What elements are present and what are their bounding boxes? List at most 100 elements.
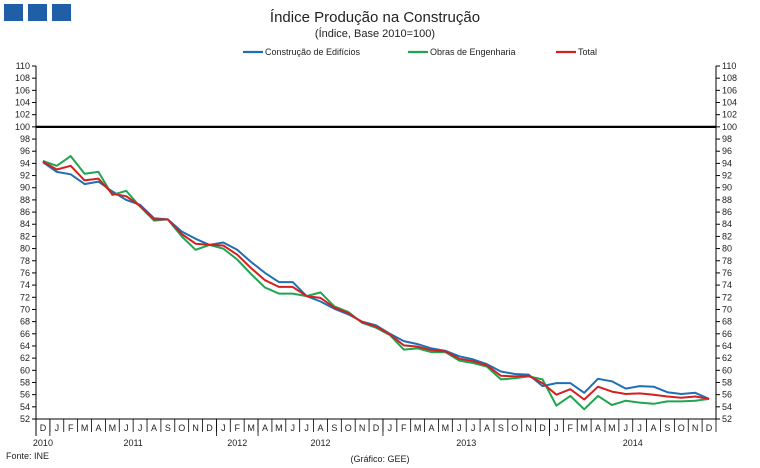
- y-tick-label-left: 66: [20, 329, 30, 339]
- y-tick-label-right: 108: [722, 73, 737, 83]
- y-tick-label-left: 100: [15, 122, 30, 132]
- month-label: A: [151, 423, 157, 433]
- month-label: N: [192, 423, 199, 433]
- month-label: N: [692, 423, 699, 433]
- month-label: J: [55, 423, 60, 433]
- y-tick-label-right: 98: [722, 134, 732, 144]
- y-tick-label-right: 52: [722, 414, 732, 424]
- month-label: M: [275, 423, 283, 433]
- source-note: Fonte: INE: [6, 451, 49, 461]
- month-label: S: [165, 423, 171, 433]
- month-label: D: [40, 423, 47, 433]
- y-tick-label-left: 104: [15, 98, 30, 108]
- y-tick-label-right: 94: [722, 158, 732, 168]
- month-label: M: [580, 423, 588, 433]
- y-tick-label-right: 92: [722, 171, 732, 181]
- gee-logo: [4, 4, 71, 21]
- y-tick-label-left: 54: [20, 402, 30, 412]
- y-tick-label-right: 58: [722, 377, 732, 387]
- y-tick-label-left: 80: [20, 244, 30, 254]
- month-label: J: [221, 423, 226, 433]
- y-tick-label-right: 110: [722, 61, 736, 71]
- y-tick-label-left: 76: [20, 268, 30, 278]
- month-label: J: [624, 423, 629, 433]
- year-label: 2012: [227, 438, 247, 448]
- y-tick-label-right: 66: [722, 329, 732, 339]
- month-label: M: [414, 423, 422, 433]
- month-label: A: [317, 423, 323, 433]
- month-label: D: [206, 423, 213, 433]
- month-label: J: [388, 423, 393, 433]
- month-label: J: [637, 423, 642, 433]
- y-tick-label-left: 56: [20, 390, 30, 400]
- y-tick-label-left: 52: [20, 414, 30, 424]
- month-label: J: [457, 423, 462, 433]
- month-label: D: [539, 423, 546, 433]
- y-tick-label-left: 106: [15, 85, 30, 95]
- year-label: 2011: [123, 438, 142, 448]
- y-tick-label-right: 74: [722, 280, 732, 290]
- month-label: O: [178, 423, 185, 433]
- y-tick-label-right: 86: [722, 207, 732, 217]
- y-tick-label-right: 84: [722, 219, 732, 229]
- year-label: 2014: [623, 438, 643, 448]
- month-label: D: [373, 423, 380, 433]
- month-label: A: [595, 423, 601, 433]
- y-tick-label-left: 92: [20, 171, 30, 181]
- y-tick-label-left: 88: [20, 195, 30, 205]
- y-tick-label-left: 86: [20, 207, 30, 217]
- month-label: N: [359, 423, 366, 433]
- month-label: F: [568, 423, 574, 433]
- y-tick-label-right: 90: [722, 183, 732, 193]
- month-label: A: [262, 423, 268, 433]
- month-label: N: [525, 423, 532, 433]
- month-label: O: [511, 423, 518, 433]
- month-label: A: [651, 423, 657, 433]
- month-label: F: [234, 423, 240, 433]
- y-tick-label-left: 108: [15, 73, 30, 83]
- chart-title: Índice Produção na Construção: [270, 9, 480, 26]
- y-tick-label-left: 82: [20, 231, 30, 241]
- y-tick-label-left: 60: [20, 365, 30, 375]
- y-tick-label-left: 68: [20, 317, 30, 327]
- y-tick-label-right: 78: [722, 256, 732, 266]
- series-line-1: [42, 155, 710, 411]
- y-tick-label-right: 76: [722, 268, 732, 278]
- y-tick-label-right: 64: [722, 341, 732, 351]
- month-label: J: [138, 423, 143, 433]
- y-tick-label-left: 62: [20, 353, 30, 363]
- legend: Construção de Edifícios Obras de Engenhar…: [243, 47, 597, 57]
- y-tick-label-right: 70: [722, 304, 732, 314]
- month-label: F: [401, 423, 407, 433]
- month-label: J: [471, 423, 476, 433]
- month-label: A: [429, 423, 435, 433]
- year-label: 2010: [33, 438, 53, 448]
- y-tick-label-right: 54: [722, 402, 732, 412]
- y-tick-label-left: 78: [20, 256, 30, 266]
- y-tick-label-right: 56: [722, 390, 732, 400]
- y-tick-label-right: 96: [722, 146, 732, 156]
- month-label: M: [247, 423, 255, 433]
- y-tick-label-left: 74: [20, 280, 30, 290]
- y-tick-label-left: 70: [20, 304, 30, 314]
- legend-label: Total: [578, 47, 597, 57]
- month-label: O: [678, 423, 685, 433]
- month-label: M: [608, 423, 616, 433]
- month-label: M: [81, 423, 89, 433]
- month-label: J: [554, 423, 559, 433]
- y-tick-label-left: 58: [20, 377, 30, 387]
- y-tick-label-left: 64: [20, 341, 30, 351]
- year-label: 2013: [456, 438, 476, 448]
- y-tick-label-left: 102: [15, 110, 30, 120]
- y-tick-label-left: 90: [20, 183, 30, 193]
- month-label: M: [109, 423, 117, 433]
- y-tick-label-right: 80: [722, 244, 732, 254]
- month-label: A: [484, 423, 490, 433]
- y-tick-label-right: 104: [722, 98, 737, 108]
- y-tick-label-right: 100: [722, 122, 737, 132]
- month-label: F: [68, 423, 74, 433]
- month-label: O: [345, 423, 352, 433]
- month-label: S: [664, 423, 670, 433]
- legend-label: Obras de Engenharia: [430, 47, 516, 57]
